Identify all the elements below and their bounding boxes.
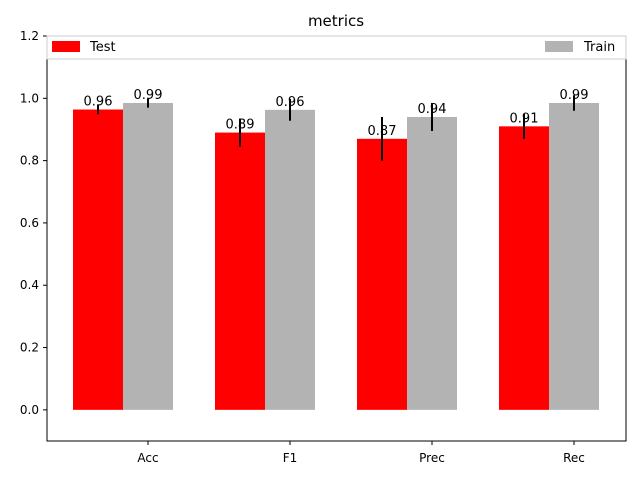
bar-test-acc [73,109,123,410]
y-tick-label-1.2: 1.2 [20,29,39,43]
y-tick-label-0.6: 0.6 [20,216,39,230]
value-label-train-acc: 0.99 [134,88,163,103]
y-tick-label-1.0: 1.0 [20,91,39,105]
x-tick-label-acc: Acc [137,451,158,465]
legend-box [46,35,627,60]
legend-label-train: Train [583,40,615,55]
bar-train-f1 [265,109,315,410]
y-tick-label-0.2: 0.2 [20,341,39,355]
bar-test-rec [499,126,549,410]
value-label-train-prec: 0.94 [418,102,447,117]
value-label-test-prec: 0.87 [368,124,397,139]
chart-title: metrics [308,12,364,30]
bar-train-prec [407,117,457,410]
x-tick-label-prec: Prec [419,451,445,465]
legend-swatch-train [545,41,573,52]
x-tick-label-f1: F1 [283,451,298,465]
bar-test-f1 [215,132,265,410]
x-tick-label-rec: Rec [563,451,585,465]
plot-area: 0.96 0.89 0.87 0.91 0.99 0.96 0.94 0.99 0.0 0.2 0.… [20,29,627,465]
value-label-train-rec: 0.99 [560,88,589,103]
y-tick-label-0.4: 0.4 [20,278,39,292]
bar-train-acc [123,102,173,410]
bar-test-prec [357,138,407,410]
value-label-test-rec: 0.91 [510,111,539,126]
value-label-test-acc: 0.96 [84,95,113,110]
y-tick-label-0.0: 0.0 [20,403,39,417]
value-label-test-f1: 0.89 [226,118,255,133]
legend-label-test: Test [89,40,116,55]
bar-train-rec [549,102,599,410]
legend-swatch-test [52,41,80,52]
y-tick-label-0.8: 0.8 [20,154,39,168]
value-label-train-f1: 0.96 [276,95,305,110]
